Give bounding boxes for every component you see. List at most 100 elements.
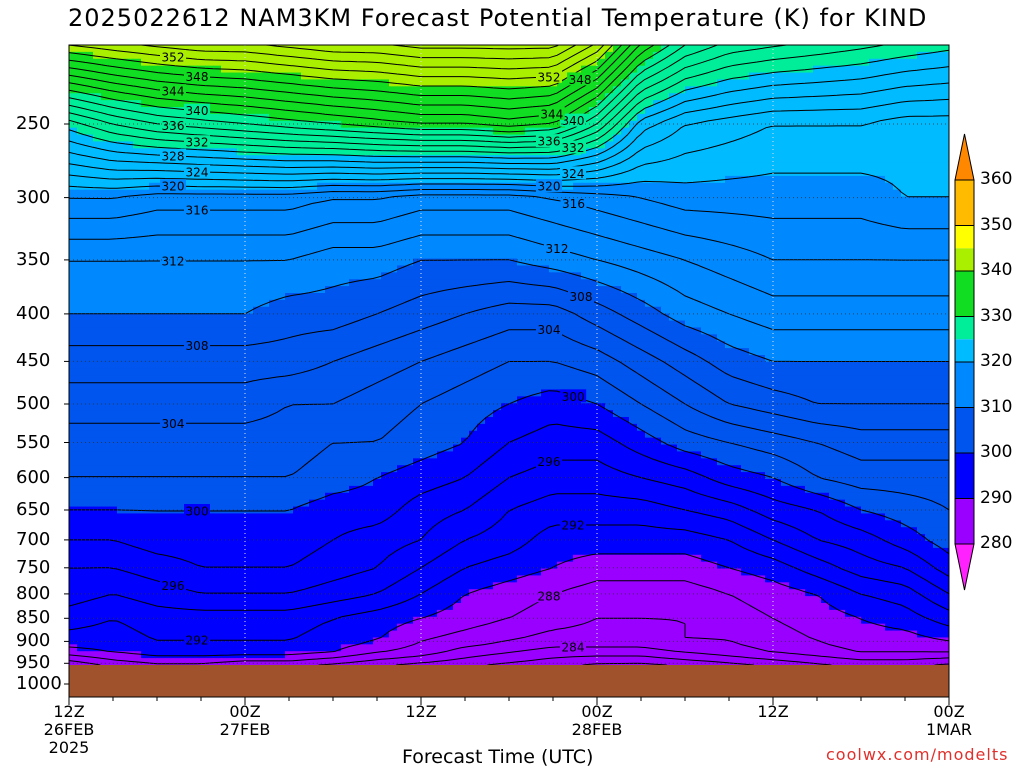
theta-cell bbox=[677, 107, 686, 115]
theta-cell bbox=[437, 286, 446, 294]
theta-cell bbox=[373, 65, 382, 74]
theta-cell bbox=[357, 65, 366, 74]
theta-cell bbox=[677, 93, 686, 101]
theta-cell bbox=[221, 51, 230, 60]
theta-cell bbox=[821, 189, 830, 198]
theta-cell bbox=[837, 279, 846, 287]
theta-cell bbox=[885, 86, 894, 94]
theta-cell bbox=[837, 113, 846, 122]
theta-cell bbox=[637, 127, 646, 136]
theta-cell bbox=[421, 65, 430, 74]
theta-cell bbox=[333, 258, 342, 267]
theta-cell bbox=[741, 100, 750, 108]
theta-cell bbox=[573, 93, 582, 101]
theta-cell bbox=[845, 182, 854, 191]
theta-cell bbox=[501, 120, 510, 129]
theta-cell bbox=[189, 217, 198, 225]
theta-cell bbox=[677, 79, 686, 87]
theta-cell bbox=[261, 162, 270, 170]
theta-cell bbox=[925, 51, 934, 60]
theta-cell bbox=[773, 313, 782, 322]
theta-cell bbox=[933, 72, 942, 81]
theta-cell bbox=[629, 217, 638, 225]
theta-cell bbox=[773, 265, 782, 273]
theta-cell bbox=[333, 320, 342, 329]
theta-cell bbox=[453, 237, 462, 246]
theta-cell bbox=[621, 169, 630, 177]
theta-cell bbox=[493, 217, 502, 225]
theta-cell bbox=[541, 155, 550, 163]
theta-cell bbox=[229, 127, 238, 136]
theta-cell bbox=[621, 127, 630, 136]
theta-cell bbox=[741, 134, 750, 143]
theta-cell bbox=[461, 93, 470, 101]
theta-cell bbox=[317, 86, 326, 94]
theta-cell bbox=[597, 175, 606, 184]
theta-cell bbox=[237, 100, 246, 108]
theta-cell bbox=[485, 72, 494, 81]
theta-cell bbox=[517, 272, 526, 280]
theta-cell bbox=[405, 189, 414, 198]
theta-cell bbox=[781, 265, 790, 273]
theta-cell bbox=[941, 189, 949, 198]
theta-cell bbox=[413, 189, 422, 198]
theta-cell bbox=[85, 141, 94, 149]
theta-cell bbox=[389, 313, 398, 322]
theta-cell bbox=[709, 313, 718, 322]
theta-cell bbox=[213, 107, 222, 115]
theta-cell bbox=[205, 348, 214, 356]
theta-cell bbox=[477, 113, 486, 122]
theta-cell bbox=[125, 224, 134, 232]
theta-cell bbox=[341, 341, 350, 349]
theta-cell bbox=[349, 286, 358, 294]
theta-cell bbox=[165, 244, 174, 253]
theta-cell bbox=[869, 272, 878, 280]
theta-cell bbox=[101, 306, 110, 315]
theta-cell bbox=[549, 224, 558, 232]
theta-cell bbox=[501, 334, 510, 342]
theta-cell bbox=[613, 107, 622, 115]
theta-cell bbox=[925, 127, 934, 136]
theta-cell bbox=[877, 299, 886, 308]
theta-cell bbox=[461, 45, 470, 53]
theta-cell bbox=[277, 196, 286, 205]
theta-cell bbox=[133, 86, 142, 94]
theta-cell bbox=[149, 134, 158, 143]
theta-cell bbox=[421, 182, 430, 191]
theta-cell bbox=[845, 265, 854, 273]
theta-cell bbox=[541, 162, 550, 170]
theta-cell bbox=[493, 169, 502, 177]
theta-cell bbox=[733, 306, 742, 315]
theta-cell bbox=[109, 100, 118, 108]
theta-cell bbox=[453, 244, 462, 253]
theta-cell bbox=[805, 127, 814, 136]
theta-cell bbox=[493, 251, 502, 260]
theta-cell bbox=[869, 327, 878, 335]
theta-cell bbox=[789, 327, 798, 335]
theta-cell bbox=[453, 265, 462, 273]
theta-cell bbox=[301, 231, 310, 239]
theta-cell bbox=[301, 86, 310, 94]
theta-cell bbox=[717, 265, 726, 273]
theta-cell bbox=[917, 244, 926, 253]
theta-cell bbox=[309, 279, 318, 287]
theta-cell bbox=[509, 210, 518, 218]
theta-cell bbox=[117, 169, 126, 177]
theta-cell bbox=[189, 175, 198, 184]
theta-cell bbox=[717, 45, 726, 53]
theta-cell bbox=[605, 51, 614, 60]
theta-cell bbox=[413, 120, 422, 129]
theta-cell bbox=[461, 210, 470, 218]
theta-cell bbox=[765, 113, 774, 122]
theta-cell bbox=[629, 203, 638, 211]
theta-cell bbox=[837, 286, 846, 294]
theta-cell bbox=[93, 258, 102, 267]
theta-cell bbox=[173, 203, 182, 211]
theta-cell bbox=[333, 217, 342, 225]
theta-cell bbox=[773, 348, 782, 356]
theta-cell bbox=[629, 169, 638, 177]
theta-cell bbox=[477, 306, 486, 315]
theta-cell bbox=[413, 299, 422, 308]
theta-cell bbox=[309, 348, 318, 356]
theta-cell bbox=[653, 313, 662, 322]
